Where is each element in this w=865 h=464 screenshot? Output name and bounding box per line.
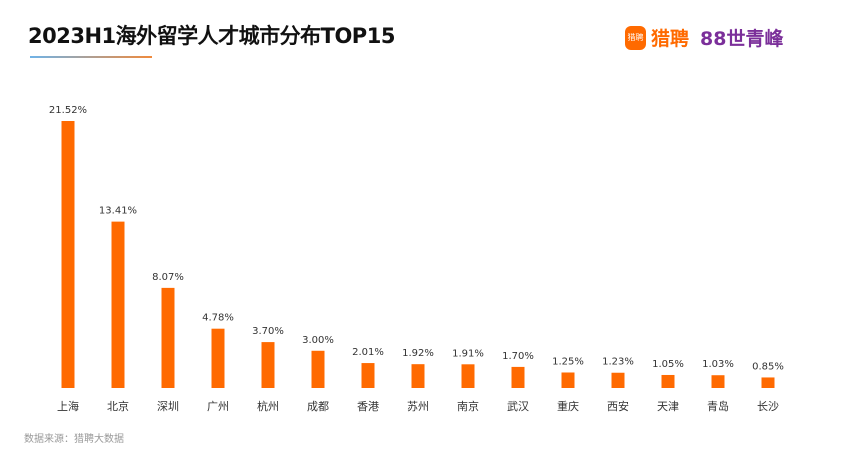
logo: 猎聘 猎聘 𝟴𝟴世青峰 xyxy=(625,24,783,51)
category-label: 青岛 xyxy=(707,399,729,413)
data-source: 数据来源：猎聘大数据 xyxy=(24,434,124,445)
bar xyxy=(111,221,125,388)
bar xyxy=(711,375,725,388)
bar xyxy=(61,121,75,388)
data-label: 1.25% xyxy=(552,356,584,367)
category-label: 北京 xyxy=(107,399,129,413)
bar xyxy=(211,328,225,388)
category-label: 杭州 xyxy=(257,399,279,413)
bar xyxy=(161,287,175,388)
bar xyxy=(661,374,675,388)
bar xyxy=(611,372,625,388)
bar xyxy=(311,350,325,388)
bar xyxy=(361,363,375,388)
category-label: 香港 xyxy=(357,400,379,413)
category-label: 天津 xyxy=(657,400,679,413)
partner-logo-text: 𝟴𝟴世青峰 xyxy=(700,28,784,50)
data-label: 3.00% xyxy=(302,335,334,346)
data-label: 1.03% xyxy=(702,359,734,370)
category-label: 武汉 xyxy=(507,400,529,413)
liepin-logo-text: 猎聘 xyxy=(651,28,690,50)
data-label: 3.70% xyxy=(252,326,284,337)
chart-title: 2023H1海外留学人才城市分布TOP15 xyxy=(28,24,395,48)
category-label: 深圳 xyxy=(157,400,179,413)
data-label: 4.78% xyxy=(202,313,234,324)
data-label: 1.92% xyxy=(402,348,434,359)
category-label: 长沙 xyxy=(757,400,779,413)
data-label: 13.41% xyxy=(99,206,137,217)
bar xyxy=(411,364,425,388)
data-label: 2.01% xyxy=(352,347,384,358)
category-label: 重庆 xyxy=(557,399,579,413)
category-label: 苏州 xyxy=(407,400,429,413)
bar xyxy=(511,366,525,388)
category-label: 成都 xyxy=(307,400,329,413)
category-label: 上海 xyxy=(57,399,79,413)
data-label: 1.70% xyxy=(502,351,534,362)
category-label: 西安 xyxy=(607,399,629,413)
bar xyxy=(761,377,775,388)
data-label: 0.85% xyxy=(752,361,784,372)
bar xyxy=(461,364,475,388)
data-label: 1.91% xyxy=(452,348,484,359)
bar xyxy=(261,342,275,388)
liepin-logo-icon: 猎聘 xyxy=(625,25,646,50)
title-underline xyxy=(30,56,152,58)
data-label: 1.23% xyxy=(602,357,634,368)
category-label: 广州 xyxy=(207,400,229,413)
data-label: 1.05% xyxy=(652,359,684,370)
category-label: 南京 xyxy=(457,399,479,413)
data-label: 21.52% xyxy=(49,105,87,116)
data-label: 8.07% xyxy=(152,272,184,283)
bar xyxy=(561,372,575,388)
